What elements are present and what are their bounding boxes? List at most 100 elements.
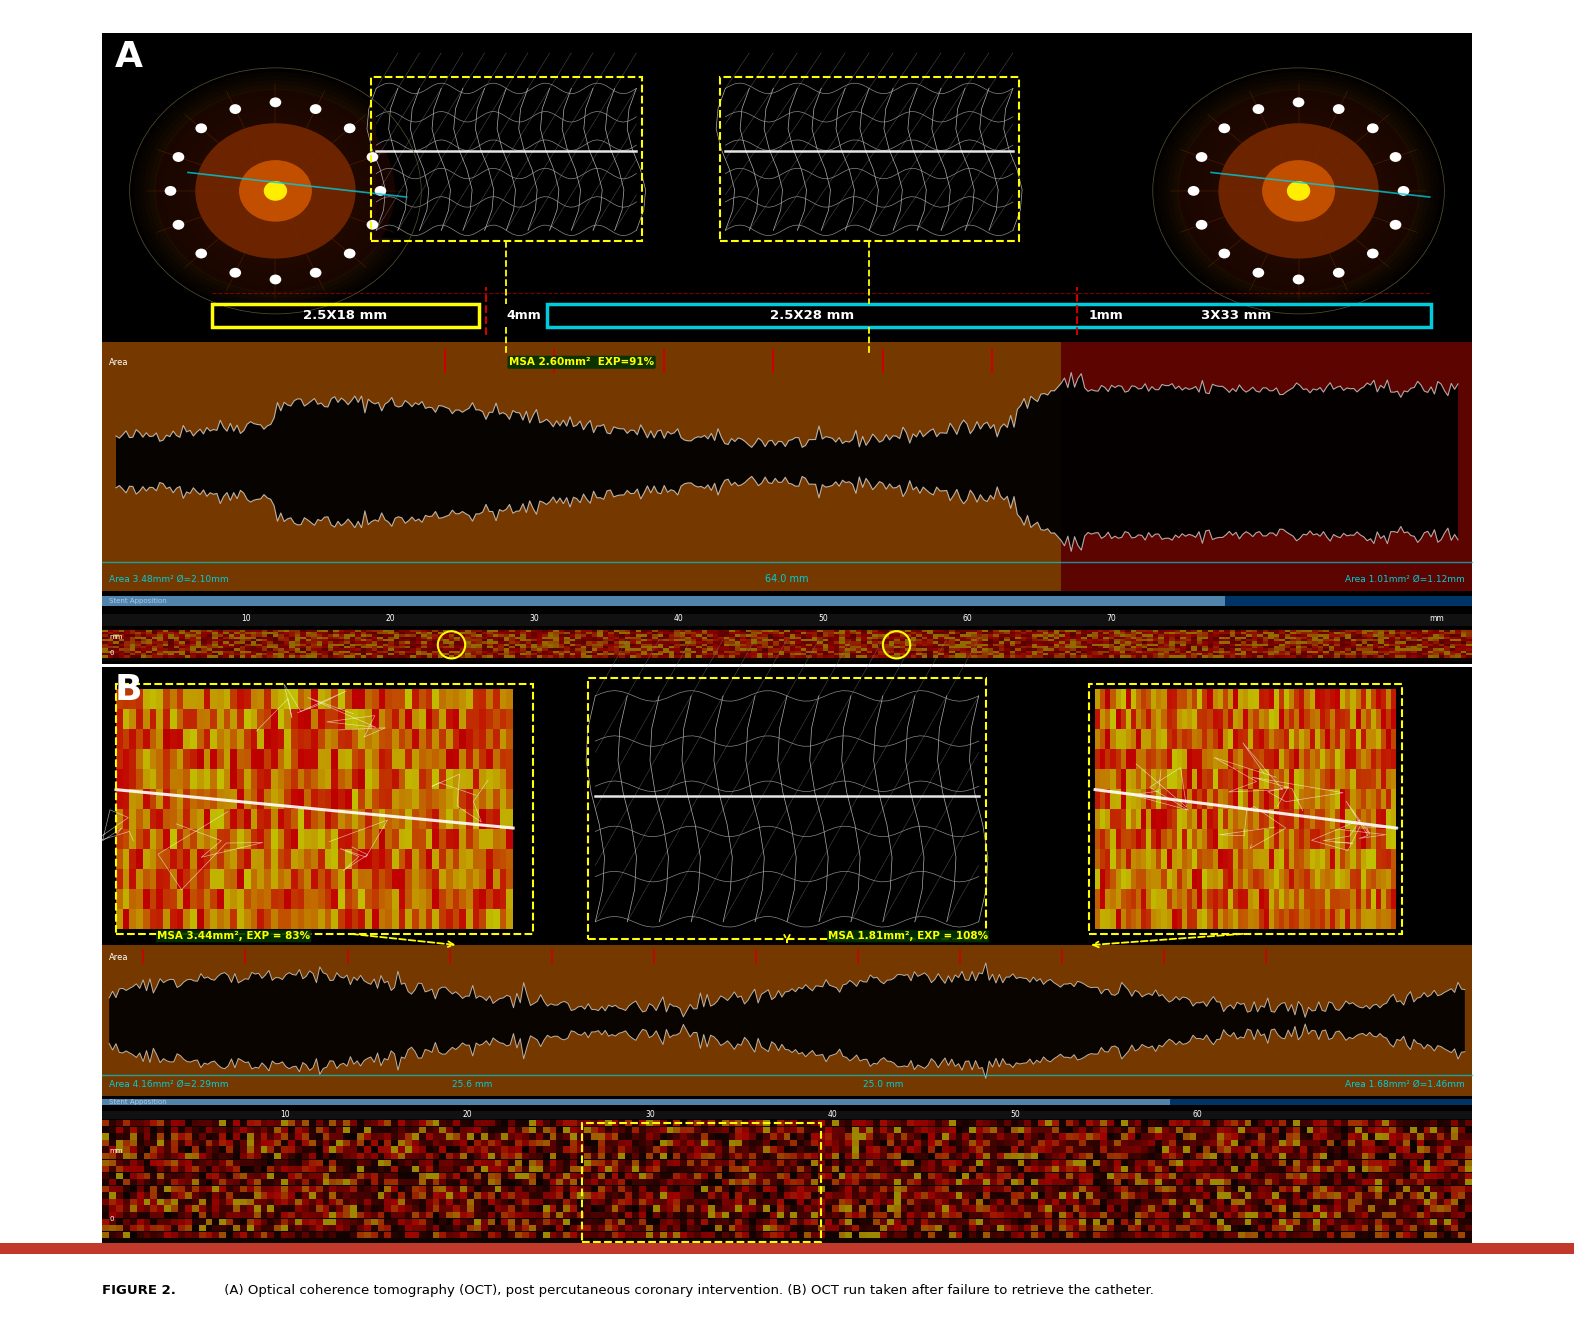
Bar <box>412 1219 419 1224</box>
Bar <box>724 635 729 636</box>
Bar <box>834 641 839 644</box>
Bar <box>976 1193 984 1199</box>
Bar <box>688 1146 694 1153</box>
Bar <box>332 809 338 829</box>
Bar <box>364 1153 371 1159</box>
Bar <box>197 829 203 849</box>
Bar <box>113 632 118 635</box>
Bar <box>124 632 129 635</box>
Text: 60: 60 <box>962 615 973 623</box>
Bar <box>197 769 203 789</box>
Bar <box>1218 653 1225 655</box>
Bar <box>1011 1121 1017 1126</box>
Bar <box>351 769 359 789</box>
Bar <box>1105 849 1110 869</box>
Bar <box>1025 1126 1031 1133</box>
Bar <box>1384 651 1390 653</box>
Bar <box>268 635 272 636</box>
Bar <box>438 645 444 648</box>
Bar <box>779 636 784 639</box>
Bar <box>1262 632 1269 635</box>
Bar <box>1245 1159 1251 1166</box>
Bar <box>1402 1193 1410 1199</box>
Bar <box>102 636 107 639</box>
Bar <box>449 653 455 655</box>
Bar <box>107 645 113 648</box>
Bar <box>1086 1219 1094 1224</box>
Bar <box>1130 651 1136 653</box>
Bar <box>1273 709 1280 729</box>
Bar <box>394 645 400 648</box>
Bar <box>578 1226 584 1231</box>
Bar <box>935 1139 941 1146</box>
Bar <box>559 639 563 641</box>
Bar <box>1039 1126 1045 1133</box>
Bar <box>1236 653 1240 655</box>
Bar <box>1097 648 1103 651</box>
Bar <box>1292 1199 1300 1204</box>
Bar <box>878 644 883 645</box>
Bar <box>312 789 318 809</box>
Bar <box>371 709 378 729</box>
Bar <box>806 644 812 645</box>
Bar <box>532 651 537 653</box>
Bar <box>839 1186 845 1193</box>
Bar <box>1284 908 1289 928</box>
Bar <box>129 1199 137 1204</box>
Bar <box>1412 651 1417 653</box>
Bar <box>696 645 702 648</box>
Bar <box>630 648 636 651</box>
Bar <box>294 1159 302 1166</box>
Bar <box>559 636 563 639</box>
Bar <box>212 645 217 648</box>
Bar <box>250 635 257 636</box>
Text: 10: 10 <box>242 615 252 623</box>
Bar <box>674 629 680 632</box>
Bar <box>1437 1121 1445 1126</box>
Bar <box>1152 635 1158 636</box>
Bar <box>460 1146 467 1153</box>
Bar <box>1207 769 1212 789</box>
Bar <box>1319 829 1325 849</box>
Bar <box>1284 869 1289 888</box>
Bar <box>447 1133 453 1139</box>
Bar <box>735 1212 743 1218</box>
Bar <box>529 1139 535 1146</box>
Bar <box>790 1146 798 1153</box>
Bar <box>1166 908 1171 928</box>
Bar <box>447 1121 453 1126</box>
Bar <box>329 1126 337 1133</box>
Bar <box>955 639 960 641</box>
Bar <box>1203 655 1207 657</box>
Bar <box>116 1231 123 1238</box>
Bar <box>294 629 301 632</box>
Bar <box>674 639 680 641</box>
Bar <box>474 1159 480 1166</box>
Bar <box>217 809 224 829</box>
Bar <box>1406 641 1412 644</box>
Bar <box>453 908 460 928</box>
Bar <box>1127 1226 1135 1231</box>
Bar <box>1207 636 1214 639</box>
Bar <box>1135 1186 1141 1193</box>
Bar <box>345 888 351 908</box>
Bar <box>735 1153 743 1159</box>
Bar <box>1210 1153 1217 1159</box>
Bar <box>1346 908 1350 928</box>
Bar <box>658 655 663 657</box>
Bar <box>521 641 526 644</box>
Bar <box>425 1153 433 1159</box>
Bar <box>143 1231 151 1238</box>
Bar <box>1269 636 1273 639</box>
Bar <box>740 644 746 645</box>
Bar <box>1310 769 1314 789</box>
Bar <box>598 1206 604 1211</box>
Bar <box>1376 1173 1382 1179</box>
Bar <box>419 1193 425 1199</box>
Bar <box>949 1166 955 1173</box>
Bar <box>749 1166 756 1173</box>
Bar <box>282 1166 288 1173</box>
Bar <box>453 1206 460 1211</box>
Bar <box>493 644 499 645</box>
Bar <box>1347 1186 1355 1193</box>
